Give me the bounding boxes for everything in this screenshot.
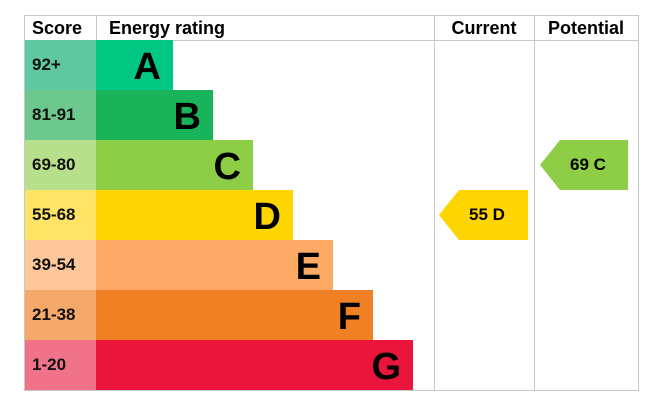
score-range-a: 92+ <box>25 40 96 90</box>
band-bar-d: D <box>96 190 293 240</box>
score-range-d: 55-68 <box>25 190 96 240</box>
header-score: Score <box>32 18 83 38</box>
band-bar-e: E <box>96 240 333 290</box>
band-bar-g: G <box>96 340 413 390</box>
score-range-b: 81-91 <box>25 90 96 140</box>
column-divider <box>434 15 435 390</box>
score-range-f: 21-38 <box>25 290 96 340</box>
band-bar-b: B <box>96 90 213 140</box>
score-range-c: 69-80 <box>25 140 96 190</box>
band-bar-a: A <box>96 40 173 90</box>
current-rating-arrow: 55 D <box>439 190 528 240</box>
header-energy-rating: Energy rating <box>109 18 226 38</box>
potential-rating-arrow: 69 C <box>540 140 628 190</box>
column-divider <box>96 15 97 40</box>
score-range-e: 39-54 <box>25 240 96 290</box>
score-range-g: 1-20 <box>25 340 96 390</box>
column-divider <box>534 15 535 390</box>
table-border <box>24 15 639 391</box>
header-potential: Potential <box>547 18 624 38</box>
header-current: Current <box>451 18 517 38</box>
band-bar-f: F <box>96 290 373 340</box>
header-divider <box>24 40 638 41</box>
band-bar-c: C <box>96 140 253 190</box>
